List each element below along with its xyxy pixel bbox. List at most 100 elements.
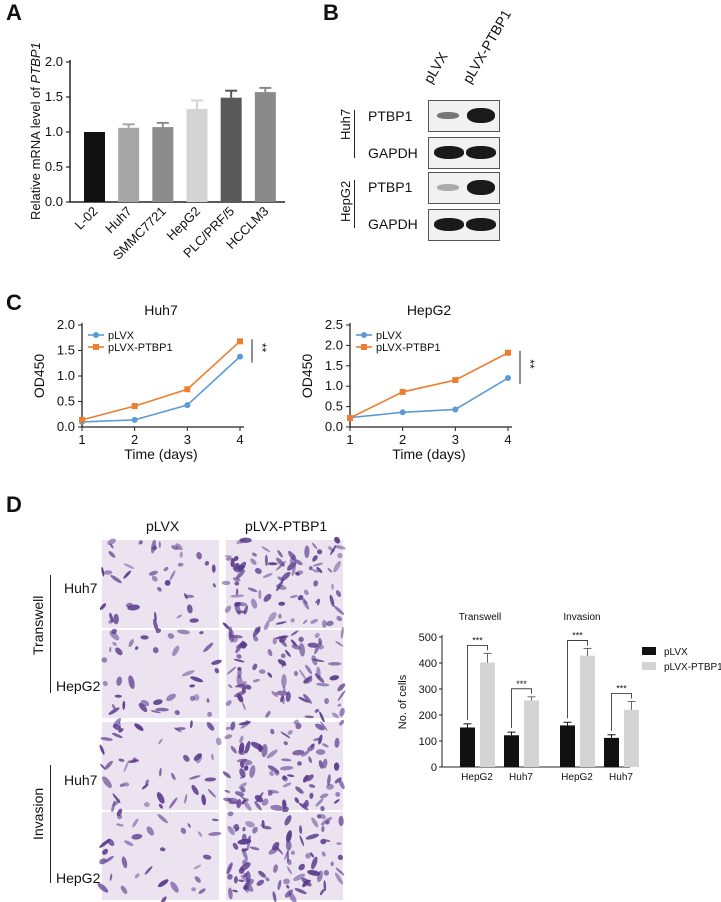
stained-cell xyxy=(167,633,175,639)
stained-cell xyxy=(221,580,231,586)
stained-cell xyxy=(150,710,161,714)
legend-label: pLVX xyxy=(376,330,403,342)
stained-cell xyxy=(175,543,183,551)
stained-cell xyxy=(238,782,247,789)
stained-cell xyxy=(226,862,233,875)
stained-cell xyxy=(322,758,328,769)
stained-cell xyxy=(111,704,116,710)
stained-cell xyxy=(281,758,292,762)
stained-cell xyxy=(194,876,201,883)
stained-cell xyxy=(267,789,280,794)
stained-cell xyxy=(189,618,199,623)
bar xyxy=(118,127,140,202)
stained-cell xyxy=(128,639,134,648)
stained-cell xyxy=(187,823,191,828)
stained-cell xyxy=(169,797,178,809)
stained-cell xyxy=(116,823,124,827)
stained-cell xyxy=(318,734,323,745)
stained-cell xyxy=(337,854,344,861)
x-tick-label: 3 xyxy=(452,432,459,447)
stained-cell xyxy=(203,642,214,653)
stained-cell xyxy=(323,870,330,876)
legend-label: pLVX xyxy=(108,330,135,342)
stained-cell xyxy=(102,681,108,687)
stained-cell xyxy=(277,550,283,558)
panel-label-b: B xyxy=(323,0,339,25)
stained-cell xyxy=(245,821,255,828)
y-tick-label: 0.5 xyxy=(325,399,343,414)
micrograph-tile xyxy=(102,630,219,718)
stained-cell xyxy=(177,629,190,635)
stained-cell xyxy=(236,569,245,579)
stained-cell xyxy=(177,562,184,567)
blot-hepg2-gapdh xyxy=(428,209,500,241)
bar xyxy=(152,127,174,202)
stained-cell xyxy=(268,612,277,622)
stained-cell xyxy=(128,675,135,690)
stained-cell xyxy=(302,597,309,610)
stained-cell xyxy=(109,543,114,549)
stained-cell xyxy=(123,563,135,569)
stained-cell xyxy=(331,583,334,590)
stained-cell xyxy=(315,598,320,604)
stained-cell xyxy=(101,566,105,577)
stained-cell xyxy=(304,715,314,719)
x-tick-label: 2 xyxy=(399,432,406,447)
stained-cell xyxy=(311,655,318,666)
panel-label-a: A xyxy=(6,0,22,25)
stained-cell xyxy=(144,801,150,808)
stained-cell xyxy=(284,815,292,826)
x-axis-label: Time (days) xyxy=(392,446,465,462)
stained-cell xyxy=(222,622,231,630)
stained-cell xyxy=(280,731,291,739)
legend-label: pLVX-PTBP1 xyxy=(376,342,441,354)
stained-cell xyxy=(281,674,287,688)
bar xyxy=(186,108,208,202)
y-tick-label: 1.5 xyxy=(57,343,75,358)
stained-cell xyxy=(99,603,107,610)
lane-label-plvx-ptbp1: pLVX-PTBP1 xyxy=(459,6,515,86)
stained-cell xyxy=(280,571,291,581)
stained-cell xyxy=(320,721,328,731)
stained-cell xyxy=(261,546,271,553)
stained-cell xyxy=(294,888,307,895)
stained-cell xyxy=(275,635,289,640)
stained-cell xyxy=(293,873,306,881)
stained-cell xyxy=(108,707,120,715)
stained-cell xyxy=(134,646,139,650)
stained-cell xyxy=(120,885,128,895)
stained-cell xyxy=(230,594,245,598)
stained-cell xyxy=(267,562,278,566)
stained-cell xyxy=(193,864,202,870)
stained-cell xyxy=(287,866,292,875)
stained-cell xyxy=(289,594,298,599)
bar xyxy=(624,709,639,767)
stained-cell xyxy=(318,760,324,769)
stained-cell xyxy=(140,699,150,707)
stained-cell xyxy=(323,880,327,892)
significance-bracket xyxy=(611,693,632,731)
stained-cell xyxy=(140,635,149,640)
significance-label: *** xyxy=(572,630,583,640)
stained-cell xyxy=(132,818,139,828)
stained-cell xyxy=(254,567,262,575)
panel-label-d: D xyxy=(6,492,22,517)
stained-cell xyxy=(113,613,119,625)
stained-cell xyxy=(238,867,245,874)
stained-cell xyxy=(138,540,143,545)
stained-cell xyxy=(204,560,210,566)
bar xyxy=(480,662,495,767)
stained-cell xyxy=(238,561,247,571)
y-tick-label: 2.0 xyxy=(57,317,75,332)
stained-cell xyxy=(270,728,275,735)
stained-cell xyxy=(224,734,233,740)
stained-cell xyxy=(189,695,196,702)
stained-cell xyxy=(307,869,321,876)
stained-cell xyxy=(303,589,309,596)
stained-cell xyxy=(241,847,248,861)
stained-cell xyxy=(267,672,273,678)
stained-cell xyxy=(239,537,252,544)
stained-cell xyxy=(159,767,162,777)
stained-cell xyxy=(310,743,315,748)
stained-cell xyxy=(244,720,250,725)
